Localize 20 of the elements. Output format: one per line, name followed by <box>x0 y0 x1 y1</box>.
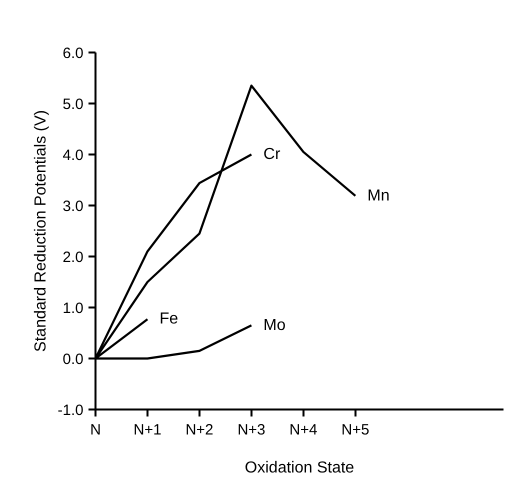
y-axis-title: Standard Reduction Potentials (V) <box>32 110 50 352</box>
x-tick-label: N+5 <box>341 422 370 438</box>
y-tick-label: 3.0 <box>62 198 84 215</box>
y-tick-label: -1.0 <box>58 402 84 419</box>
x-tick-label: N+3 <box>237 422 266 438</box>
series-label: Cr <box>263 146 281 163</box>
series-label: Mn <box>367 187 390 204</box>
series-label: Fe <box>159 310 178 328</box>
x-tick-label: N+1 <box>134 422 162 438</box>
y-tick-label: 2.0 <box>62 249 84 266</box>
x-axis-title: Oxidation State <box>244 460 354 476</box>
y-tick-label: 5.0 <box>62 96 84 113</box>
x-tick-label: N <box>90 422 101 438</box>
y-tick-label: 6.0 <box>62 45 84 62</box>
y-tick-label: 4.0 <box>62 147 84 164</box>
y-tick-label: 0.0 <box>62 351 84 368</box>
x-tick-label: N+4 <box>289 422 318 438</box>
series-label: Mo <box>263 316 286 334</box>
x-tick-label: N+2 <box>185 422 214 438</box>
y-tick-label: 1.0 <box>62 300 84 317</box>
